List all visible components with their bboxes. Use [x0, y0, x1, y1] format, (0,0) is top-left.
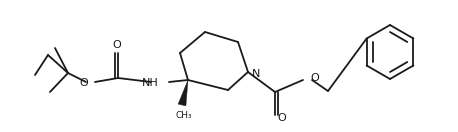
Polygon shape: [178, 80, 188, 106]
Text: NH: NH: [142, 78, 159, 88]
Text: N: N: [252, 69, 260, 79]
Text: O: O: [79, 78, 88, 88]
Text: O: O: [113, 40, 121, 50]
Text: O: O: [278, 113, 286, 123]
Text: O: O: [310, 73, 319, 83]
Text: CH₃: CH₃: [176, 110, 192, 119]
